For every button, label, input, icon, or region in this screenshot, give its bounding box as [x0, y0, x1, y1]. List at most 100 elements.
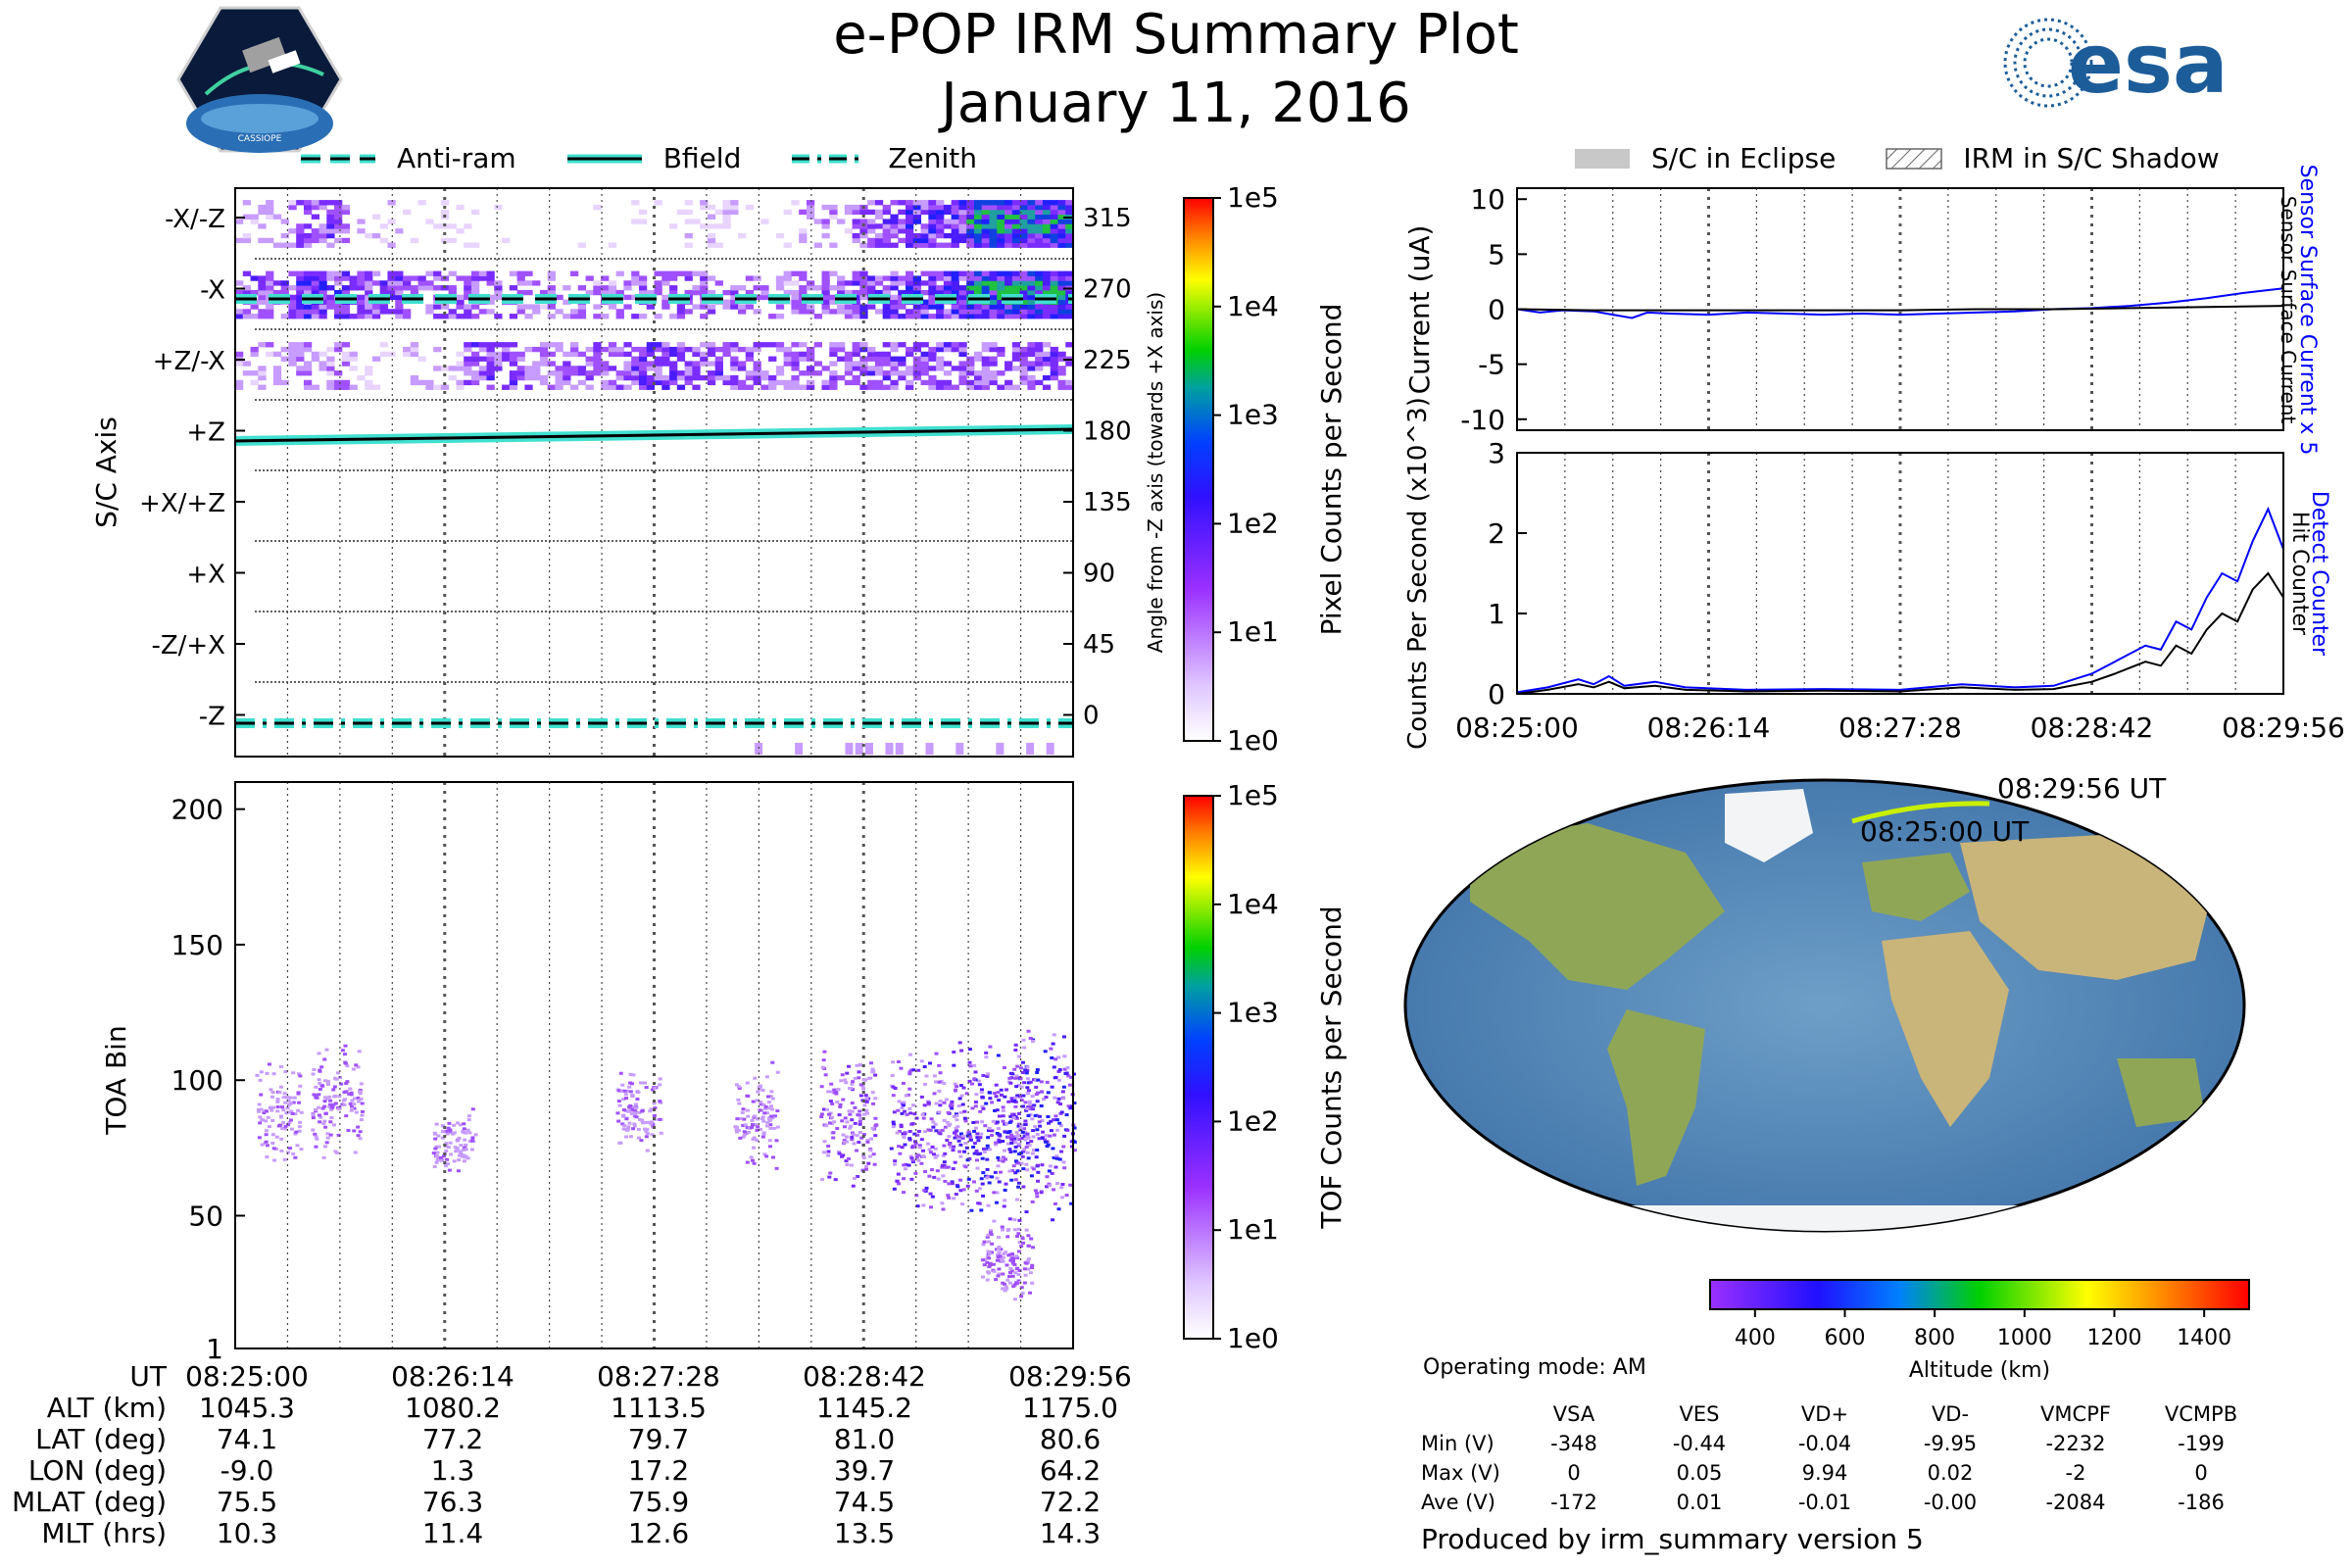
- heatmap-cell: [669, 351, 678, 358]
- tof-heatmap-cell: [1022, 1134, 1027, 1138]
- tof-heatmap-cell: [933, 1155, 938, 1159]
- tof-heatmap-cell: [643, 1121, 648, 1125]
- tof-heatmap-cell: [940, 1165, 945, 1169]
- tof-heatmap-cell: [933, 1122, 938, 1126]
- heatmap-cell: [806, 214, 815, 220]
- heatmap-cell: [266, 342, 274, 348]
- heatmap-cell: [1057, 379, 1066, 386]
- tof-heatmap-cell: [313, 1132, 318, 1136]
- heatmap-cell: [654, 270, 662, 276]
- heatmap-cell: [966, 356, 975, 362]
- tof-heatmap-cell: [1007, 1217, 1012, 1221]
- tof-heatmap-cell: [1011, 1164, 1016, 1168]
- tof-heatmap-cell: [349, 1108, 354, 1112]
- heatmap-cell: [250, 370, 259, 376]
- tof-heatmap-cell: [999, 1157, 1004, 1161]
- tof-heatmap-cell: [919, 1095, 924, 1099]
- tof-heatmap-cell: [1008, 1081, 1013, 1085]
- tof-heatmap-cell: [435, 1151, 440, 1154]
- tof-heatmap-cell: [1016, 1273, 1021, 1277]
- heatmap-cell: [326, 214, 335, 220]
- tof-heatmap-cell: [1065, 1066, 1070, 1070]
- tof-heatmap-cell: [937, 1080, 942, 1084]
- heatmap-cell: [920, 209, 929, 216]
- heatmap-cell: [707, 361, 716, 367]
- heatmap-cell: [966, 219, 975, 224]
- tof-heatmap-cell: [1020, 1130, 1025, 1134]
- heatmap-cell: [890, 200, 899, 206]
- heatmap-cell: [524, 346, 533, 353]
- cassiope-logo-text: CASSIOPE: [238, 134, 282, 144]
- heatmap-cell: [966, 232, 975, 239]
- tof-heatmap-cell: [1010, 1100, 1015, 1103]
- heatmap-cell: [966, 304, 975, 310]
- heatmap-cell: [1065, 270, 1074, 276]
- heatmap-cell: [928, 356, 937, 362]
- heatmap-cell: [956, 743, 964, 755]
- heatmap-cell: [615, 346, 624, 353]
- heatmap-cell: [1057, 366, 1066, 371]
- heatmap-cell: [547, 314, 556, 319]
- tof-heatmap-cell: [1016, 1122, 1021, 1126]
- heatmap-cell: [775, 285, 785, 291]
- heatmap-cell: [882, 204, 891, 211]
- tof-heatmap-cell: [1055, 1101, 1060, 1104]
- heatmap-cell: [707, 304, 716, 310]
- heatmap-cell: [638, 285, 648, 291]
- sc-axis-tick-label: +X: [186, 561, 225, 590]
- tof-heatmap-cell: [947, 1124, 952, 1128]
- heatmap-cell: [1057, 242, 1066, 248]
- heatmap-cell: [943, 346, 953, 353]
- tof-heatmap-cell: [856, 1175, 860, 1179]
- tof-heatmap-cell: [1017, 1095, 1022, 1099]
- tof-heatmap-cell: [895, 1179, 900, 1183]
- heatmap-cell: [486, 275, 495, 281]
- tof-heatmap-cell: [952, 1131, 956, 1135]
- tof-heatmap-cell: [1014, 1254, 1019, 1258]
- heatmap-cell: [387, 280, 396, 286]
- heatmap-cell: [791, 294, 800, 301]
- heatmap-cell: [906, 270, 914, 276]
- heatmap-cell: [714, 374, 723, 381]
- heatmap-cell: [859, 280, 868, 286]
- heatmap-cell: [410, 275, 419, 281]
- heatmap-cell: [791, 309, 800, 315]
- tof-heatmap-cell: [772, 1126, 777, 1130]
- heatmap-cell: [235, 237, 244, 244]
- tof-heatmap-cell: [923, 1082, 928, 1086]
- tof-heatmap-cell: [1036, 1078, 1041, 1082]
- tof-heatmap-cell: [1010, 1169, 1015, 1173]
- heatmap-cell: [852, 209, 860, 216]
- tof-heatmap-cell: [980, 1120, 985, 1124]
- heatmap-cell: [303, 204, 313, 211]
- tof-heatmap-cell: [1032, 1103, 1037, 1107]
- tof-heatmap-cell: [323, 1145, 328, 1149]
- heatmap-cell: [555, 366, 564, 371]
- tof-heatmap-cell: [938, 1100, 943, 1103]
- tof-heatmap-cell: [1014, 1085, 1019, 1089]
- tof-heatmap-cell: [873, 1134, 878, 1138]
- heatmap-cell: [936, 223, 945, 229]
- heatmap-cell: [311, 275, 319, 281]
- heatmap-cell: [555, 346, 564, 353]
- volt-cell: 0.01: [1676, 1491, 1723, 1514]
- tof-heatmap-cell: [842, 1125, 847, 1129]
- tof-heatmap-cell: [963, 1142, 968, 1146]
- tof-heatmap-cell: [871, 1152, 876, 1156]
- heatmap-cell: [936, 219, 945, 224]
- heatmap-cell: [638, 384, 648, 390]
- heatmap-cell: [1027, 289, 1036, 296]
- tof-heatmap-cell: [1035, 1163, 1040, 1167]
- tof-heatmap-cell: [440, 1136, 445, 1140]
- heatmap-cell: [1042, 275, 1052, 281]
- heatmap-cell: [906, 280, 914, 286]
- heatmap-cell: [738, 232, 747, 239]
- tof-heatmap-cell: [933, 1147, 938, 1151]
- heatmap-cell: [890, 356, 899, 362]
- tof-heatmap-cell: [960, 1136, 965, 1140]
- heatmap-cell: [585, 346, 594, 353]
- heatmap-cell: [1050, 346, 1058, 353]
- heatmap-cell: [638, 370, 648, 376]
- heatmap-cell: [532, 361, 541, 367]
- tof-heatmap-cell: [975, 1120, 980, 1124]
